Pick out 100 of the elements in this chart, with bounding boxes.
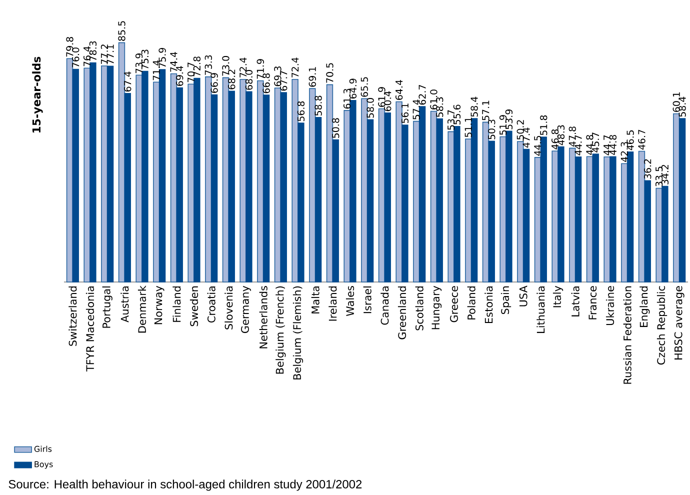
bar [418,106,426,282]
x-tick-label: Netherlands [259,286,268,348]
data-label: 33.5 [655,166,663,186]
bar [124,92,131,282]
bar [540,136,547,282]
bar [228,90,235,282]
bar [644,180,651,282]
bar [194,78,200,282]
data-label: 70.7 [187,62,195,82]
bar [482,122,490,282]
bar [638,150,646,282]
bar [465,138,472,282]
x-tick-label: France [588,286,597,320]
bar [280,92,287,282]
bar [66,58,74,282]
bar [205,76,212,282]
data-label: 65.5 [360,77,368,97]
data-label: 61.9 [378,87,386,107]
data-label: 70.5 [326,63,334,83]
bar [262,94,270,282]
x-tick-label: Belgium (Flemish) [292,286,304,380]
x-tick-label: USA [519,286,528,306]
x-tick-label: Russian Federation [623,286,632,384]
data-label: 50.2 [516,120,524,140]
bar [350,100,356,282]
data-label: 42.3 [620,142,628,162]
data-label: 71.9 [256,59,264,79]
x-tick-label: Lithuania [536,286,545,333]
x-tick-label: Slovenia [224,286,233,330]
x-tick-label: Finland [172,286,181,322]
bar [101,66,108,282]
bar [430,110,438,282]
bar [106,66,114,282]
data-label: 74.4 [170,52,178,72]
bar [118,42,126,282]
data-label: 44.8 [609,134,617,155]
data-label: 73.3 [204,55,212,75]
bar [662,186,668,282]
data-label: 50.8 [332,118,340,138]
data-label: 58.4 [678,96,686,117]
bar [90,62,96,282]
bar [332,139,339,282]
bar [396,101,402,282]
bar [246,91,252,282]
data-label: 68.0 [245,70,253,90]
bar [378,108,386,282]
bar [84,68,90,282]
data-label: 69.3 [274,66,282,86]
x-tick-label: Hungary [432,286,442,330]
bar [470,118,478,282]
data-label: 67.4 [124,72,132,92]
data-label: 85.5 [118,21,126,41]
data-label: 58.4 [470,96,478,117]
data-label: 47.4 [522,128,530,148]
data-label: 76.4 [83,46,91,66]
x-tick-label: Switzerland [68,286,77,346]
data-label: 53.7 [447,110,455,130]
x-tick-label: TFYR Macedonia [86,286,94,372]
x-tick-label: England [640,286,650,327]
data-label: 44.7 [604,135,611,156]
bar [142,70,148,282]
data-label: 57.1 [482,100,490,120]
data-label: 56.8 [297,101,305,122]
x-tick-label: Israel [363,286,372,314]
bar [678,118,686,282]
data-label: 58.0 [366,98,374,118]
x-tick-label: Canada [380,286,389,325]
x-tick-label: Portugal [102,286,112,328]
data-label: 68.2 [228,70,236,90]
bar [517,141,524,282]
x-tick-label: Ireland [328,286,337,321]
x-tick-label: Malta [311,286,320,314]
data-label: 34.2 [661,164,669,184]
bar [500,136,506,282]
x-tick-label: Greece [450,286,458,322]
data-label: 78.3 [89,41,97,61]
data-label: 61.0 [430,90,438,110]
data-label: 45.7 [592,132,600,152]
bar [673,113,680,282]
bar [240,78,246,282]
data-label: 61.3 [343,88,351,109]
x-tick-label: Germany [241,286,251,334]
data-label: 62.7 [418,85,426,105]
bar [153,82,160,282]
bar [158,69,166,282]
bar [454,126,460,282]
data-label: 58.8 [314,96,322,116]
bar [274,88,282,282]
bar [436,118,443,282]
data-label: 67.7 [280,71,288,91]
data-label: 72.4 [292,58,299,78]
data-label: 64.9 [349,78,357,98]
data-label: 46.8 [551,129,559,150]
x-tick-label: Wales [346,286,354,316]
bar [298,122,304,282]
x-tick-label: Czech Republic [656,286,668,365]
bar [210,94,218,282]
bar [314,117,322,282]
data-label: 47.8 [568,126,576,147]
bar [257,80,264,282]
